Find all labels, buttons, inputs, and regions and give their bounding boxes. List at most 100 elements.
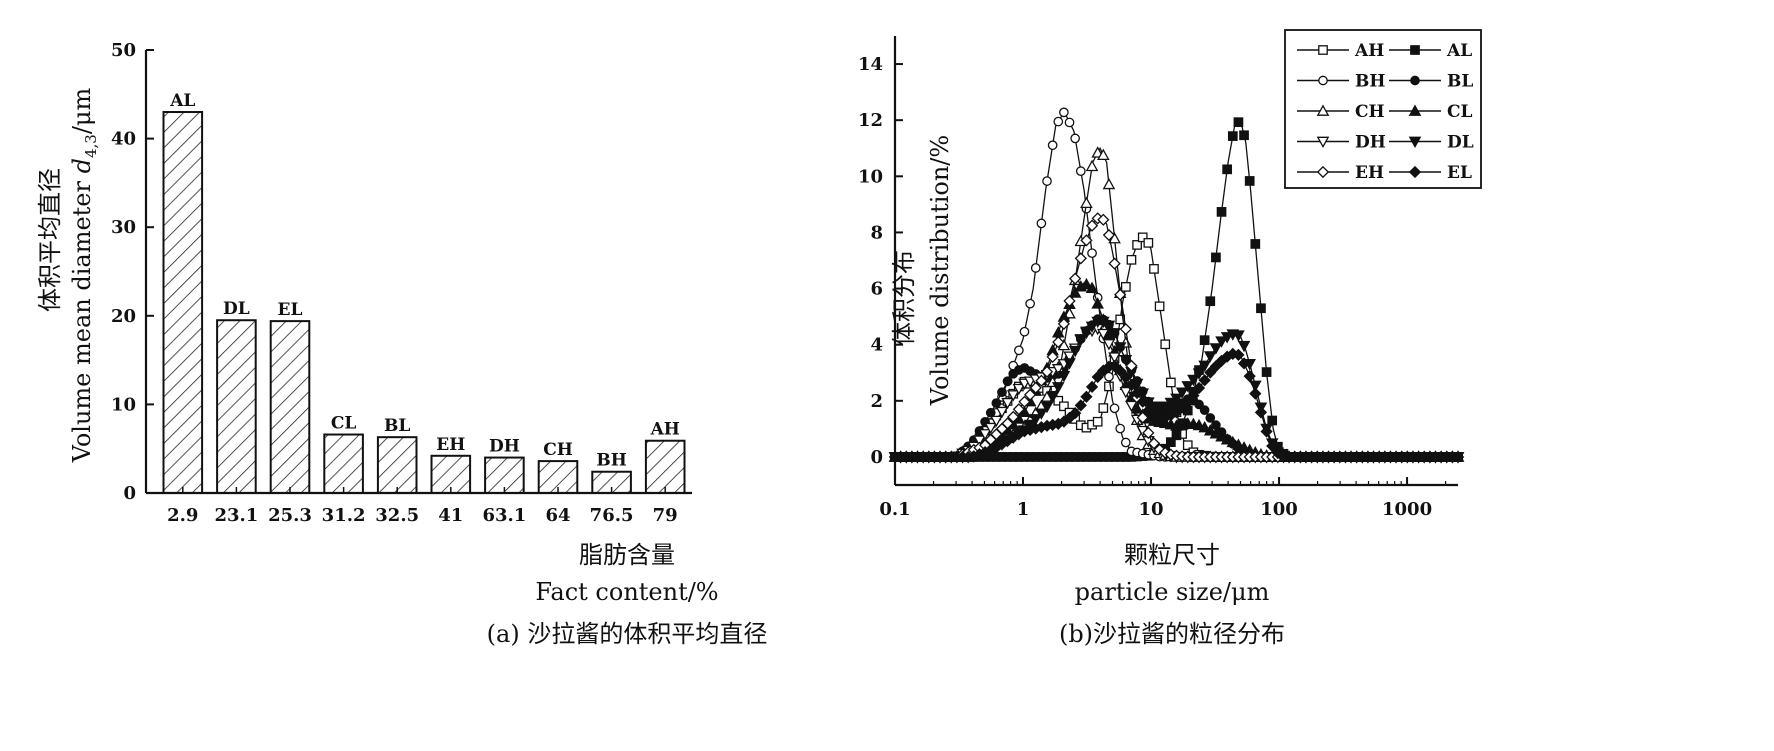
marker-triangle-down xyxy=(1125,400,1138,413)
legend-label: DL xyxy=(1447,133,1474,153)
marker-triangle-down xyxy=(1080,326,1093,338)
marker-diamond xyxy=(1153,443,1166,456)
marker-square xyxy=(1227,131,1238,141)
marker-triangle-up xyxy=(1068,286,1082,298)
marker-triangle-down xyxy=(995,406,1009,419)
marker-diamond xyxy=(1108,257,1121,270)
marker-triangle-up xyxy=(1097,148,1110,161)
bar xyxy=(644,439,686,495)
marker-square xyxy=(1244,176,1255,186)
marker-square xyxy=(1092,416,1103,427)
marker-circle xyxy=(1199,405,1210,415)
x-tick-label: 1000 xyxy=(1382,499,1432,520)
marker-diamond xyxy=(1136,411,1149,424)
legend-label: CH xyxy=(1355,102,1385,122)
y-tick-label: 8 xyxy=(870,222,883,243)
marker-square xyxy=(1239,130,1249,141)
legend-item: DL xyxy=(1389,133,1474,153)
marker-triangle-down xyxy=(984,422,998,435)
x-tick-label: 100 xyxy=(1260,499,1298,520)
marker-triangle-down xyxy=(1040,401,1054,414)
marker-diamond xyxy=(1147,437,1161,450)
marker-diamond xyxy=(1097,213,1110,226)
legend-item: AH xyxy=(1297,41,1384,61)
x-tick-label: 1 xyxy=(1017,499,1030,520)
bar-label: CH xyxy=(543,440,573,460)
marker-diamond xyxy=(1187,389,1200,402)
marker-triangle-down xyxy=(1113,342,1127,354)
marker-triangle-down xyxy=(1051,364,1065,376)
series-el xyxy=(888,347,1465,464)
marker-triangle-down xyxy=(1181,381,1195,393)
marker-diamond xyxy=(1046,350,1059,364)
marker-triangle-up xyxy=(1203,424,1217,436)
bar xyxy=(269,320,311,494)
marker-triangle-up xyxy=(1085,281,1099,294)
x-tick-label: 32.5 xyxy=(375,505,419,526)
marker-square xyxy=(1216,207,1227,217)
marker-triangle-down xyxy=(1203,351,1217,363)
marker-square xyxy=(1104,381,1114,392)
marker-triangle-down xyxy=(1175,387,1189,399)
bar-label: AH xyxy=(650,420,680,440)
marker-diamond xyxy=(1408,165,1422,179)
marker-diamond xyxy=(1316,165,1330,179)
marker-diamond xyxy=(1249,387,1262,400)
marker-triangle-down xyxy=(1012,383,1026,396)
marker-triangle-down xyxy=(1006,390,1020,402)
marker-triangle-down xyxy=(1316,136,1330,149)
bar-label: BL xyxy=(384,416,410,436)
marker-diamond xyxy=(1018,395,1031,408)
x-tick-label: 2.9 xyxy=(167,505,198,526)
legend-item: CL xyxy=(1389,102,1473,122)
marker-triangle-down xyxy=(1187,374,1200,387)
bar-label: CL xyxy=(331,414,357,434)
marker-square xyxy=(1160,339,1171,350)
marker-circle xyxy=(1115,423,1126,434)
bar xyxy=(216,319,257,495)
marker-triangle-down xyxy=(1046,391,1059,404)
marker-triangle-up xyxy=(1198,421,1211,433)
marker-circle xyxy=(1194,399,1204,410)
marker-diamond xyxy=(1266,439,1279,453)
marker-triangle-down xyxy=(1158,401,1172,413)
marker-triangle-down xyxy=(1164,397,1178,410)
marker-diamond xyxy=(1192,381,1206,395)
marker-diamond xyxy=(1085,380,1099,393)
marker-diamond xyxy=(1001,417,1014,430)
marker-circle xyxy=(985,407,996,418)
y-tick-label: 2 xyxy=(870,391,883,412)
line-chart-b: 0 2 4 6 8 10 12 14 0.1 1 10 100 1000 AH AL BH BL CH CL DH… xyxy=(858,29,1482,648)
marker-square xyxy=(1267,415,1278,426)
marker-diamond xyxy=(1198,374,1211,387)
y-axis-title-en: Volume mean diameter d4,3/μm xyxy=(68,87,100,463)
marker-triangle-down xyxy=(1209,343,1223,355)
y-axis-title-cn: 体积平均直径 xyxy=(36,168,64,312)
y-tick-label: 10 xyxy=(858,166,883,187)
y-tick-label: 0 xyxy=(870,447,883,468)
marker-diamond xyxy=(1074,252,1087,265)
bar-label: DL xyxy=(223,299,250,319)
marker-triangle-down xyxy=(1198,360,1211,373)
x-tick-label: 79 xyxy=(653,505,678,526)
y-axis-title-symbol: d xyxy=(68,158,96,173)
marker-circle xyxy=(1205,413,1216,423)
marker-circle xyxy=(1087,248,1097,259)
marker-circle xyxy=(1002,376,1013,387)
marker-diamond xyxy=(1204,366,1217,379)
y-axis-title-prefix: Volume mean diameter xyxy=(68,173,96,463)
marker-diamond xyxy=(1069,272,1082,285)
marker-triangle-down xyxy=(1408,136,1422,149)
marker-square xyxy=(1250,239,1261,249)
marker-square xyxy=(1126,254,1137,265)
marker-triangle-up xyxy=(1215,430,1228,442)
legend-item: DH xyxy=(1297,133,1386,153)
y-axis-title-cn: 体积分布 xyxy=(890,250,918,346)
bar-label-group: AL DL EL CL BL EH DH CH BH AH xyxy=(169,91,680,471)
x-axis-title-en: particle size/μm xyxy=(1075,578,1270,606)
marker-diamond xyxy=(1232,348,1245,362)
marker-diamond xyxy=(1040,365,1054,378)
marker-circle xyxy=(1014,345,1024,356)
legend-item: EH xyxy=(1297,163,1384,183)
marker-diamond xyxy=(1130,386,1144,400)
